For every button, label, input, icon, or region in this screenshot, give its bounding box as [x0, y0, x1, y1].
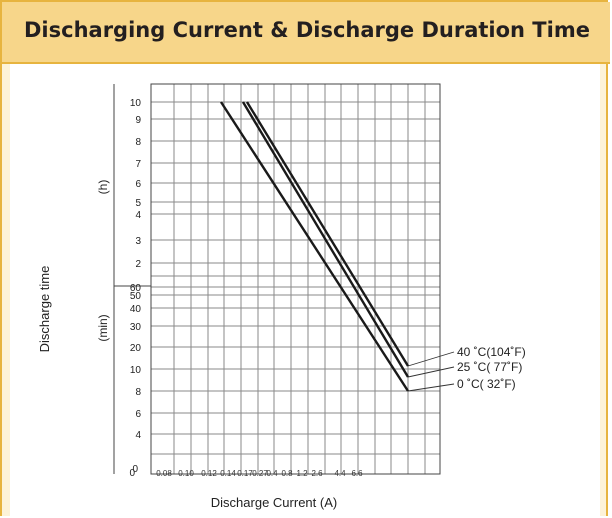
y-tick-label: 9 — [135, 115, 141, 126]
chart-frame — [113, 83, 441, 475]
chart-grid — [150, 83, 441, 474]
y-tick-label: 60 — [130, 283, 142, 294]
y-tick-label: 50 — [130, 291, 142, 302]
y-tick-label: 30 — [130, 322, 142, 333]
y-tick-label: 4 — [135, 430, 141, 441]
y-unit-minutes: (min) — [96, 314, 110, 341]
plot-frame — [150, 83, 441, 475]
y-unit-hours: (h) — [96, 180, 110, 195]
discharge-chart: 40 ˚C(104˚F)25 ˚C( 77˚F) 0 ˚C( 32˚F) 10 9 8… — [37, 83, 526, 510]
legend-leader — [407, 351, 455, 367]
y-tick-label: 5 — [135, 198, 141, 209]
x-tick-label: 0.12 — [201, 469, 217, 478]
y-tick-label: 6 — [135, 179, 141, 190]
y-tick-label: 2 — [135, 259, 141, 270]
legend-entry: 25 ˚C( 77˚F) — [457, 360, 522, 374]
legend-leader — [407, 366, 455, 378]
series-line — [219, 101, 410, 392]
y-tick-label: 8 — [135, 387, 141, 398]
y-tick-label: 40 — [130, 304, 142, 315]
x-tick-label: 2.6 — [311, 469, 323, 478]
page-title: Discharging Current & Discharge Duration… — [24, 18, 590, 42]
legend-entry: 40 ˚C(104˚F) — [457, 345, 526, 359]
y-tick-label: 20 — [130, 343, 142, 354]
series-line — [245, 101, 410, 367]
x-tick-label: 6.6 — [351, 469, 363, 478]
x-tick-label: 4.4 — [334, 469, 346, 478]
x-tick-label: 0.17 — [237, 469, 253, 478]
x-tick-label: 0.4 — [266, 469, 278, 478]
panel-header: Discharging Current & Discharge Duration… — [2, 2, 610, 64]
x-tick-label: 0.10 — [178, 469, 194, 478]
x-tick-label: 1.2 — [296, 469, 308, 478]
x-tick-label: 0.8 — [281, 469, 293, 478]
x-tick-label: 0.27 — [252, 469, 268, 478]
y-tick-label: 4 — [135, 210, 141, 221]
legend-entry: 0 ˚C( 32˚F) — [457, 377, 516, 391]
y-axis-title: Discharge time — [37, 266, 52, 353]
x-tick-label: 0 — [129, 468, 135, 479]
x-tick-label: 0.14 — [220, 469, 236, 478]
y-tick-label: 0 — [132, 464, 138, 475]
x-axis-title: Discharge Current (A) — [211, 495, 337, 510]
legend-leader — [407, 383, 455, 392]
x-tick-label: 0.08 — [156, 469, 172, 478]
y-tick-label: 10 — [130, 365, 142, 376]
chart-series: 40 ˚C(104˚F)25 ˚C( 77˚F) 0 ˚C( 32˚F) — [219, 101, 526, 392]
y-tick-label: 7 — [135, 159, 141, 170]
chart-area: 40 ˚C(104˚F) 25 ˚C( 77˚F) 0 ˚C( 32˚F) 10 9 8… — [10, 64, 600, 518]
series-line — [241, 101, 410, 378]
y-tick-label: 3 — [135, 236, 141, 247]
y-tick-label: 10 — [130, 98, 142, 109]
y-tick-label: 6 — [135, 409, 141, 420]
y-tick-label: 8 — [135, 137, 141, 148]
chart-labels: Discharge time (h) (min) Discharge Curre… — [37, 180, 337, 510]
